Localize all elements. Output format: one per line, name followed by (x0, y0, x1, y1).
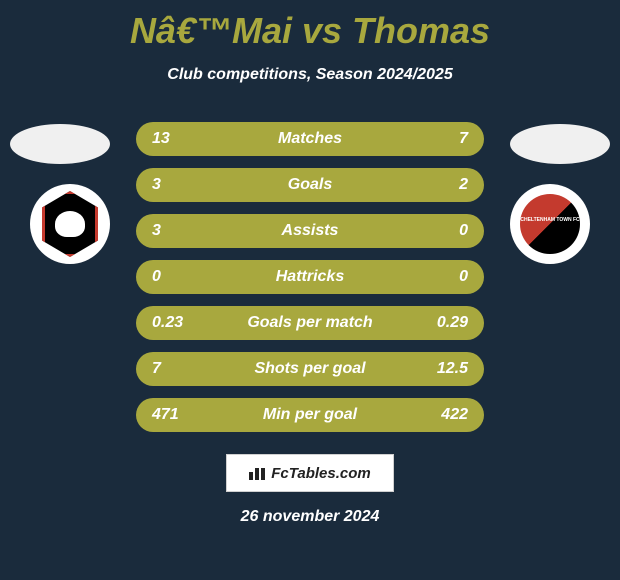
bar-chart-icon (249, 466, 267, 480)
player-photo-right (510, 124, 610, 164)
comparison-content: CHELTENHAM TOWN FC 13 Matches 7 3 Goals … (0, 114, 620, 432)
page-title: Nâ€™Mai vs Thomas (0, 0, 620, 52)
stat-right-value: 12.5 (424, 360, 468, 378)
stat-row: 0.23 Goals per match 0.29 (136, 306, 484, 340)
player-photo-left (10, 124, 110, 164)
stat-label: Matches (196, 130, 424, 148)
footer-date: 26 november 2024 (0, 508, 620, 526)
stat-label: Hattricks (196, 268, 424, 286)
stat-label: Goals (196, 176, 424, 194)
stat-right-value: 0.29 (424, 314, 468, 332)
stat-right-value: 0 (424, 268, 468, 286)
stat-label: Min per goal (196, 406, 424, 424)
stat-left-value: 3 (152, 176, 196, 194)
stat-left-value: 0 (152, 268, 196, 286)
team-crest-left (30, 184, 110, 264)
stat-row: 13 Matches 7 (136, 122, 484, 156)
stat-row: 3 Assists 0 (136, 214, 484, 248)
stat-label: Goals per match (196, 314, 424, 332)
stat-label: Shots per goal (196, 360, 424, 378)
stat-left-value: 0.23 (152, 314, 196, 332)
stat-row: 7 Shots per goal 12.5 (136, 352, 484, 386)
stat-label: Assists (196, 222, 424, 240)
stat-row: 471 Min per goal 422 (136, 398, 484, 432)
stat-row: 0 Hattricks 0 (136, 260, 484, 294)
footer-logo-text: FcTables.com (271, 465, 370, 482)
club-badge-icon: CHELTENHAM TOWN FC (520, 194, 580, 254)
stat-left-value: 13 (152, 130, 196, 148)
stat-row: 3 Goals 2 (136, 168, 484, 202)
stat-right-value: 2 (424, 176, 468, 194)
subtitle: Club competitions, Season 2024/2025 (0, 66, 620, 84)
stat-left-value: 3 (152, 222, 196, 240)
crest-text-right: CHELTENHAM TOWN FC (520, 218, 579, 224)
shield-icon (42, 191, 98, 257)
stat-rows: 13 Matches 7 3 Goals 2 3 Assists 0 0 Hat… (136, 114, 484, 432)
stat-right-value: 7 (424, 130, 468, 148)
stat-right-value: 422 (424, 406, 468, 424)
stat-left-value: 471 (152, 406, 196, 424)
team-crest-right: CHELTENHAM TOWN FC (510, 184, 590, 264)
stat-right-value: 0 (424, 222, 468, 240)
stat-left-value: 7 (152, 360, 196, 378)
lion-icon (55, 211, 85, 237)
footer-logo[interactable]: FcTables.com (226, 454, 394, 492)
